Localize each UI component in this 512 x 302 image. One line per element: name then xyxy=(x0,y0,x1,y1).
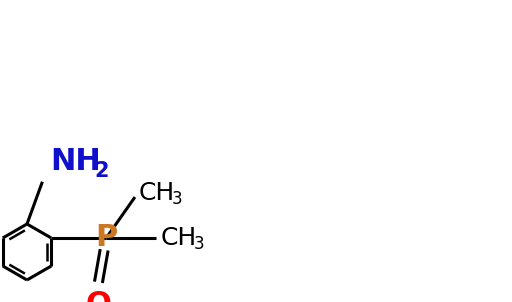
Text: 3: 3 xyxy=(172,190,183,208)
Text: 2: 2 xyxy=(94,161,109,181)
Text: O: O xyxy=(86,290,112,302)
Text: P: P xyxy=(95,223,117,252)
Text: CH: CH xyxy=(139,181,175,205)
Text: 3: 3 xyxy=(193,235,204,253)
Text: CH: CH xyxy=(160,226,197,250)
Text: NH: NH xyxy=(50,147,101,176)
